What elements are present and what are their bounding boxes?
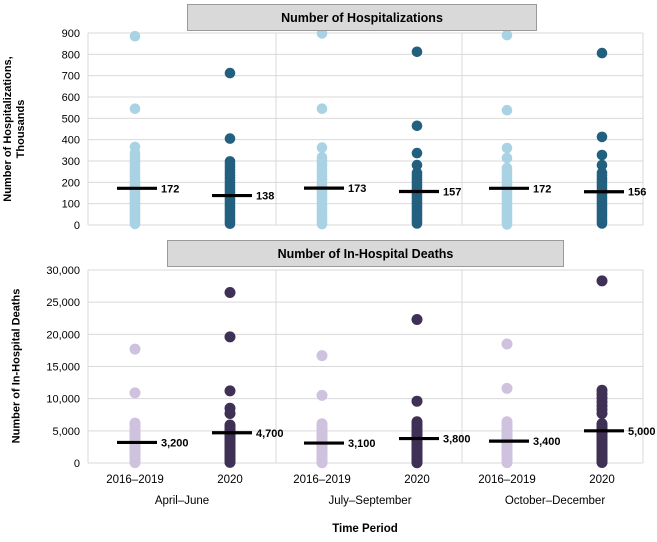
data-dot [411, 314, 423, 325]
data-dot [596, 149, 608, 161]
median-label: 4,700 [256, 428, 284, 440]
data-dot [501, 152, 513, 164]
median-label: 138 [256, 191, 274, 203]
median-label: 172 [533, 183, 551, 195]
y-tick-label: 25,000 [46, 297, 80, 309]
data-dot [501, 29, 513, 41]
data-dot [224, 456, 236, 468]
x-axis-title: Time Period [332, 523, 398, 535]
y-tick-label: 10,000 [46, 394, 80, 406]
median-label: 3,100 [348, 438, 376, 450]
x-group-label-october-december: October–December [504, 495, 606, 507]
data-dot [411, 147, 423, 159]
y-axis-title-hospitalizations-line1: Number of Hospitalizations, [2, 56, 14, 202]
data-dot [224, 67, 236, 79]
data-dot [596, 47, 608, 59]
data-dot [411, 457, 423, 469]
data-dot [501, 457, 513, 469]
data-dot [411, 120, 423, 132]
y-tick-label: 900 [62, 28, 80, 40]
median-label: 3,200 [161, 437, 189, 449]
x-group-label-april-june: April–June [154, 495, 210, 507]
y-tick-label: 400 [62, 135, 80, 147]
data-dot [501, 104, 513, 116]
y-tick-label: 0 [74, 220, 80, 232]
data-dot [316, 218, 328, 230]
x-period-label: 2016–2019 [478, 474, 536, 486]
data-dot [224, 408, 236, 419]
x-period-label: 2020 [404, 474, 430, 486]
data-dot [316, 103, 328, 114]
data-dot [129, 387, 141, 399]
data-dot [316, 457, 328, 469]
y-tick-label: 800 [62, 49, 80, 61]
data-dot [316, 142, 328, 153]
y-axis-title-deaths: Number of In-Hospital Deaths [11, 251, 24, 481]
data-dot [224, 218, 236, 229]
median-label: 156 [628, 187, 646, 199]
median-label: 173 [348, 183, 366, 195]
data-dot [224, 385, 236, 397]
y-tick-label: 200 [62, 177, 80, 189]
data-dot [129, 218, 141, 230]
y-tick-label: 30,000 [46, 265, 80, 277]
y-tick-label: 100 [62, 199, 80, 211]
median-label: 157 [443, 187, 461, 199]
y-tick-label: 500 [62, 113, 80, 125]
y-tick-label: 600 [62, 92, 80, 104]
panel-title-deaths: Number of In-Hospital Deaths [167, 240, 564, 267]
median-label: 3,800 [443, 434, 471, 446]
data-dot [316, 389, 328, 401]
data-dot [224, 287, 236, 298]
x-period-label: 2016–2019 [106, 474, 164, 486]
y-axis-title-hospitalizations-line2: Thousands [15, 99, 27, 159]
data-dot [501, 219, 513, 230]
y-tick-label: 300 [62, 156, 80, 168]
panel-title-hospitalizations: Number of Hospitalizations [187, 4, 537, 31]
data-dot [596, 457, 608, 468]
data-dot [411, 46, 423, 58]
data-dot [501, 382, 513, 394]
data-dot [501, 338, 513, 350]
data-dot [596, 131, 608, 143]
y-tick-label: 700 [62, 71, 80, 83]
y-tick-label: 20,000 [46, 329, 80, 341]
x-group-label-july-september: July–September [328, 495, 412, 507]
data-dot [596, 159, 608, 171]
y-tick-label: 5,000 [52, 426, 80, 438]
data-dot [596, 275, 608, 287]
x-period-label: 2020 [589, 474, 615, 486]
data-dot [129, 343, 141, 355]
x-period-label: 2016–2019 [293, 474, 351, 486]
data-dot [411, 218, 423, 229]
panel-title-hospitalizations-text: Number of Hospitalizations [281, 10, 443, 25]
data-dot [224, 331, 236, 343]
median-label: 3,400 [533, 436, 561, 448]
data-dot [129, 103, 141, 114]
data-dot [224, 133, 236, 144]
median-label: 172 [161, 183, 179, 195]
data-dot [129, 457, 141, 469]
y-axis-title-hospitalizations: Number of Hospitalizations, Thousands [2, 14, 28, 244]
data-dot [129, 30, 141, 42]
x-period-label: 2020 [217, 474, 243, 486]
median-label: 5,000 [628, 426, 656, 438]
panel-title-deaths-text: Number of In-Hospital Deaths [277, 246, 454, 261]
data-dot [596, 408, 608, 419]
data-dot [316, 350, 328, 362]
data-dot [596, 218, 608, 229]
data-dot [501, 142, 513, 154]
y-axis-title-deaths-line1: Number of In-Hospital Deaths [10, 288, 23, 444]
data-dot [411, 395, 423, 407]
y-tick-label: 15,000 [46, 362, 80, 374]
y-tick-label: 0 [74, 458, 80, 470]
data-dot [411, 159, 423, 171]
